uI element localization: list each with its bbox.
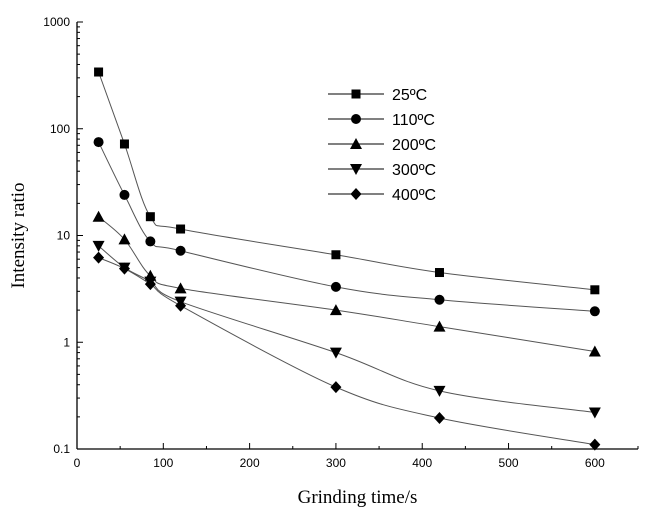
x-axis-title: Grinding time/s [298,487,418,508]
square-marker [434,268,444,278]
legend-item: 400ºC [328,187,436,204]
triangle-down-marker [350,164,362,175]
x-tick-label: 600 [585,456,605,470]
y-tick-label: 0.1 [53,442,70,456]
series-2 [92,210,601,357]
diamond-marker [330,381,342,394]
x-tick-label: 200 [240,456,260,470]
triangle-down-marker [433,385,446,397]
legend-label: 110ºC [392,112,435,129]
triangle-down-marker [329,347,342,359]
x-tick-label: 400 [412,456,432,470]
circle-marker [330,281,341,292]
series-line [98,245,595,413]
axis-ticks: 0 100 200 300 400 500 600 0.1 1 10 100 1000 [43,15,639,470]
series-0 [94,67,600,295]
y-tick-label: 10 [57,229,71,243]
circle-marker [119,189,130,200]
diamond-marker [118,262,130,275]
series-4 [93,251,601,451]
series-group [92,67,601,451]
legend-item: 110ºC [328,112,435,129]
x-tick-label: 500 [499,456,519,470]
y-tick-label: 100 [50,122,70,136]
square-marker [145,212,155,222]
x-tick-label: 0 [74,456,81,470]
diamond-marker [144,278,156,291]
square-marker [176,224,186,234]
legend-label: 400ºC [392,187,436,204]
triangle-up-marker [174,282,187,294]
diamond-marker [433,412,445,425]
square-marker [94,67,104,77]
triangle-up-marker [588,345,601,357]
y-tick-label: 1000 [43,15,70,29]
triangle-up-marker [118,233,131,245]
triangle-up-marker [92,210,105,222]
triangle-up-marker [350,138,362,149]
diamond-marker [350,188,362,200]
legend-item: 300ºC [328,162,436,179]
diamond-marker [589,438,601,451]
circle-marker [434,294,445,305]
series-line [98,216,595,352]
circle-marker [145,236,156,247]
square-marker [590,285,600,295]
series-1 [93,137,600,317]
triangle-up-marker [433,320,446,332]
circle-marker [93,137,104,148]
x-tick-label: 100 [153,456,173,470]
legend-item: 25ºC [328,87,427,104]
legend-label: 300ºC [392,162,436,179]
diamond-marker [93,251,105,264]
series-line [98,141,595,312]
square-marker [351,89,361,99]
square-marker [119,139,129,149]
axes [76,22,638,450]
triangle-up-marker [329,304,342,316]
x-tick-label: 300 [326,456,346,470]
series-line [98,257,595,446]
y-axis-title: Intensity ratio [8,182,29,288]
circle-marker [175,245,186,256]
legend-item: 200ºC [328,137,436,154]
y-tick-label: 1 [63,335,70,349]
legend-label: 25ºC [392,87,427,104]
circle-marker [351,114,361,124]
series-line [98,71,595,291]
legend-label: 200ºC [392,137,436,154]
legend: 25ºC 110ºC 200ºC 300ºC 400ºC [328,87,436,204]
circle-marker [589,306,600,317]
diamond-marker [175,299,187,312]
triangle-down-marker [92,240,105,252]
square-marker [331,250,341,260]
triangle-down-marker [588,407,601,419]
